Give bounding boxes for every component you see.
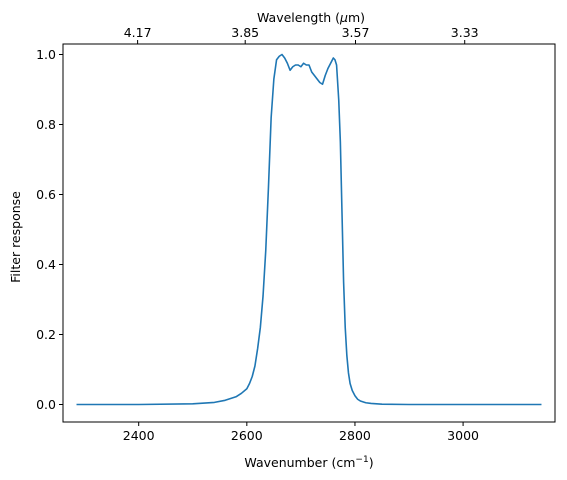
y-tick-label: 0.0 [36,397,56,412]
y-tick-label: 0.2 [36,327,56,342]
y-tick-label: 0.8 [36,117,56,132]
top-axis-label-text: Wavelength ( [257,10,340,25]
axes: 2400 2600 2800 3000 0.0 0.2 0.4 0.6 0.8 1.0 4.17 3.… [36,25,556,443]
x-axis-label-superscript: −1 [355,455,368,465]
y-tick-label: 0.4 [36,257,56,272]
y-axis-label: Filter response [8,191,23,283]
x-tick-label: 2400 [123,428,155,443]
x-tick-label: 3000 [447,428,479,443]
top-axis-label-unit: m) [348,10,365,25]
top-tick-label: 3.57 [342,25,370,40]
top-tick-label: 3.85 [231,25,259,40]
plot-area [76,53,542,406]
series-line-0 [76,53,542,406]
top-tick-label: 3.33 [451,25,479,40]
top-axis-label-mu: μ [339,10,348,25]
x-tick-label: 2600 [231,428,263,443]
y-tick-label: 0.6 [36,187,56,202]
x-axis-label-close: ) [369,455,374,470]
axes-frame [62,43,556,423]
top-tick-label: 4.17 [124,25,152,40]
x-tick-label: 2800 [339,428,371,443]
x-axis-label: Wavenumber (cm−1) [244,455,373,470]
top-axis-label: Wavelength (μm) [257,10,365,25]
x-axis-label-text: Wavenumber (cm [244,455,355,470]
y-tick-label: 1.0 [36,47,56,62]
